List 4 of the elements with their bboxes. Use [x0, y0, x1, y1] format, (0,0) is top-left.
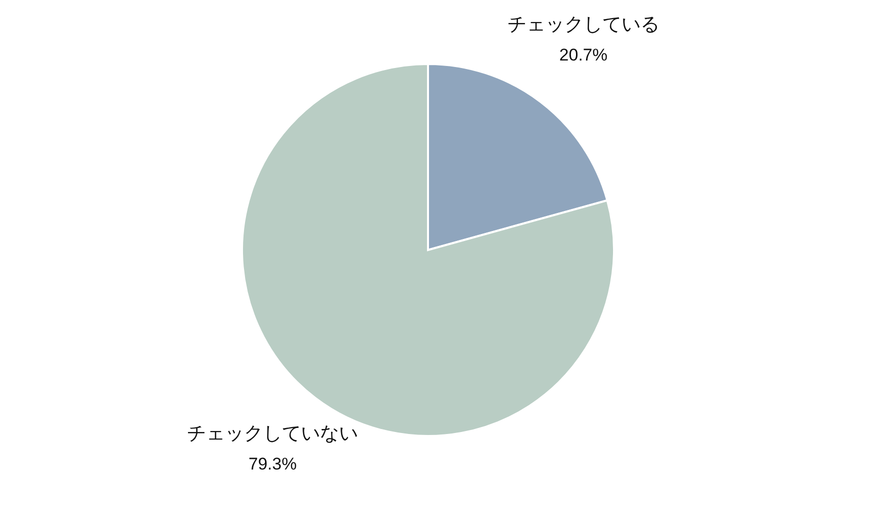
slice-label: チェックしている: [507, 14, 660, 36]
data-label: 20.7%: [559, 46, 608, 65]
slice-label: チェックしていない: [187, 422, 358, 444]
data-label: 79.3%: [248, 454, 297, 474]
